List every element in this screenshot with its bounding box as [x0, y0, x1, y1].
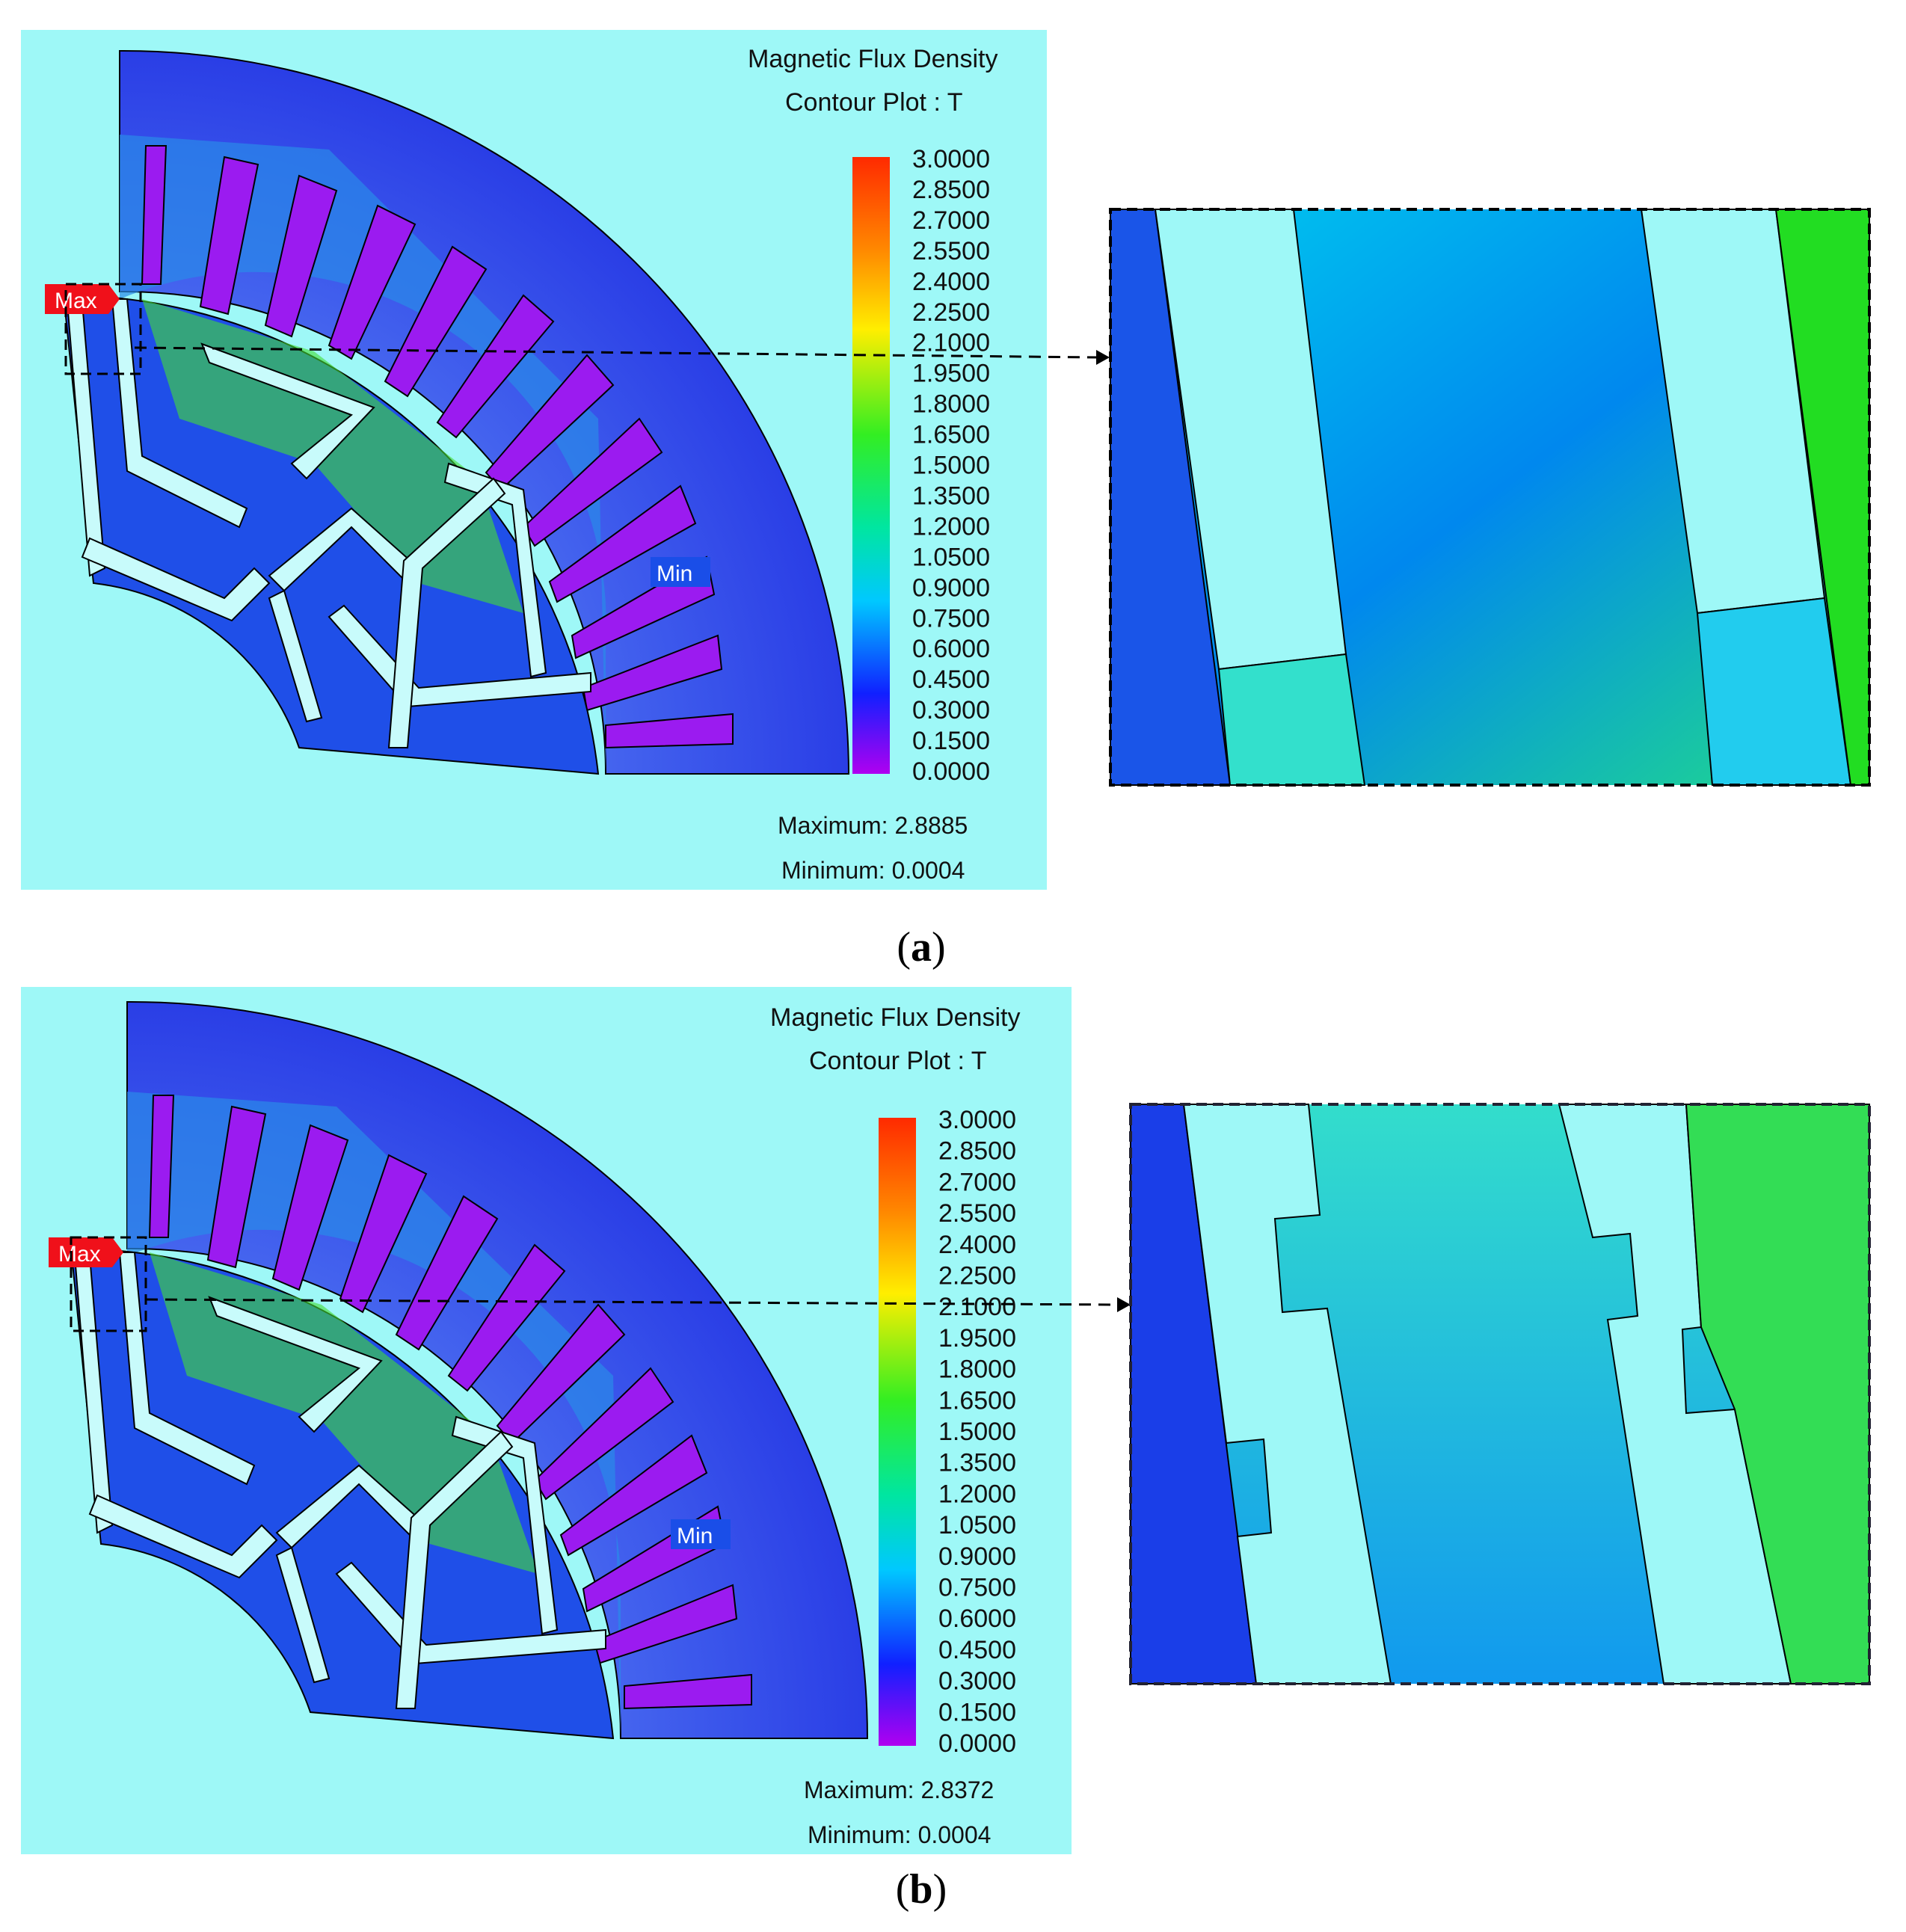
colorbar-tick-label: 2.8500: [912, 176, 990, 204]
zoom-bridge-left: [1217, 653, 1366, 786]
motor-cross-section: [70, 1000, 869, 1740]
colorbar: [879, 1118, 916, 1746]
colorbar-tick-label: 2.1000: [938, 1293, 1016, 1321]
colorbar-tick-label: 0.7500: [912, 604, 990, 633]
colorbar-tick-label: 1.2000: [938, 1480, 1016, 1508]
colorbar-tick-label: 0.7500: [938, 1574, 1016, 1602]
colorbar-tick-label: 1.0500: [938, 1511, 1016, 1539]
colorbar-tick-label: 1.8000: [938, 1356, 1016, 1384]
rotor-high-flux-region: [142, 299, 523, 613]
colorbar-tick-label: 0.6000: [938, 1605, 1016, 1633]
max-marker: Max: [49, 1237, 123, 1267]
colorbar-tick-label: 0.4500: [938, 1636, 1016, 1664]
zoom-arrow: [145, 1298, 1119, 1306]
colorbar: [852, 157, 890, 774]
zoom-arrowhead: [1096, 350, 1110, 365]
colorbar-tick-label: 0.3000: [912, 696, 990, 724]
colorbar-tick-label: 1.0500: [912, 543, 990, 571]
motor-cross-section: [62, 49, 850, 775]
zoom-arrowhead: [1117, 1297, 1131, 1312]
zoom-view: [1109, 208, 1871, 787]
rotor-flux-barriers: [73, 1252, 606, 1709]
max-marker-label: Max: [55, 289, 97, 313]
colorbar-tick-label: 2.2500: [912, 298, 990, 327]
colorbar-tick-label: 0.0000: [912, 757, 990, 786]
colorbar-tick-label: 2.5500: [912, 237, 990, 265]
caption-b-letter: b: [909, 1866, 932, 1913]
colorbar-tick-label: 0.9000: [938, 1542, 1016, 1571]
min-marker-label: Min: [677, 1524, 713, 1548]
colorbar-tick-label: 0.0000: [938, 1729, 1016, 1758]
colorbar-tick-label: 2.7000: [912, 206, 990, 235]
zoom-bridge-right: [1696, 597, 1852, 786]
colorbar-tick-label: 3.0000: [912, 145, 990, 173]
colorbar-tick-label: 2.8500: [938, 1137, 1016, 1166]
caption-a: (a): [897, 924, 945, 970]
colorbar-tick-label: 1.2000: [912, 512, 990, 541]
plot-title-line1: Magnetic Flux Density: [770, 1003, 1020, 1032]
zoom-view: [1129, 1103, 1871, 1685]
colorbar-tick-label: 1.6500: [912, 421, 990, 449]
colorbar-tick-label: 0.9000: [912, 573, 990, 602]
colorbar-tick-label: 2.7000: [938, 1168, 1016, 1196]
plot-title-line2: Contour Plot : T: [785, 88, 963, 117]
minimum-value: Minimum: 0.0004: [781, 857, 965, 884]
colorbar-tick-label: 2.2500: [938, 1262, 1016, 1290]
colorbar-tick-label: 1.6500: [938, 1386, 1016, 1415]
colorbar-tick-label: 1.9500: [938, 1324, 1016, 1353]
caption-b: (b): [896, 1866, 947, 1913]
colorbar-tick-label: 1.5000: [938, 1418, 1016, 1446]
colorbar-tick-label: 2.4000: [938, 1231, 1016, 1259]
colorbar-tick-label: 0.1500: [912, 727, 990, 755]
colorbar-tick-label: 1.3500: [938, 1449, 1016, 1477]
minimum-value: Minimum: 0.0004: [808, 1821, 991, 1848]
maximum-value: Maximum: 2.8885: [778, 812, 968, 839]
zoom-source-box: [70, 1236, 147, 1332]
colorbar-tick-label: 1.8000: [912, 390, 990, 419]
colorbar-tick-label: 0.4500: [912, 665, 990, 694]
caption-a-letter: a: [911, 924, 932, 970]
panel-a: Max Min Magnetic Flux Density Contour Pl…: [21, 30, 1871, 970]
colorbar-tick-label: 3.0000: [938, 1106, 1016, 1134]
colorbar-tick-label: 2.4000: [912, 268, 990, 296]
zoom-stator-green: [1685, 1104, 1870, 1685]
colorbar-tick-label: 0.6000: [912, 635, 990, 663]
plot-title-line2: Contour Plot : T: [809, 1047, 987, 1075]
colorbar-tick-label: 0.1500: [938, 1698, 1016, 1726]
colorbar-tick-label: 2.5500: [938, 1199, 1016, 1228]
max-marker: Max: [45, 284, 120, 314]
min-marker: Min: [651, 557, 710, 587]
min-marker-label: Min: [657, 562, 692, 586]
rotor-flux-barriers: [66, 298, 591, 748]
colorbar-tick-label: 0.3000: [938, 1667, 1016, 1696]
zoom-source-box: [64, 283, 142, 375]
colorbar-tick-label: 2.1000: [912, 329, 990, 357]
zoom-callout: [64, 283, 1110, 375]
colorbar-tick-label: 1.3500: [912, 482, 990, 510]
zoom-arrow: [134, 346, 1100, 359]
plot-title-line1: Magnetic Flux Density: [748, 45, 997, 73]
panel-b: Max Min Magnetic Flux Density Contour Pl…: [21, 987, 1871, 1913]
maximum-value: Maximum: 2.8372: [804, 1776, 994, 1803]
colorbar-tick-label: 1.5000: [912, 452, 990, 480]
zoom-callout: [70, 1236, 1131, 1332]
colorbar-tick-label: 1.9500: [912, 360, 990, 388]
max-marker-label: Max: [58, 1242, 101, 1267]
min-marker: Min: [671, 1519, 731, 1549]
